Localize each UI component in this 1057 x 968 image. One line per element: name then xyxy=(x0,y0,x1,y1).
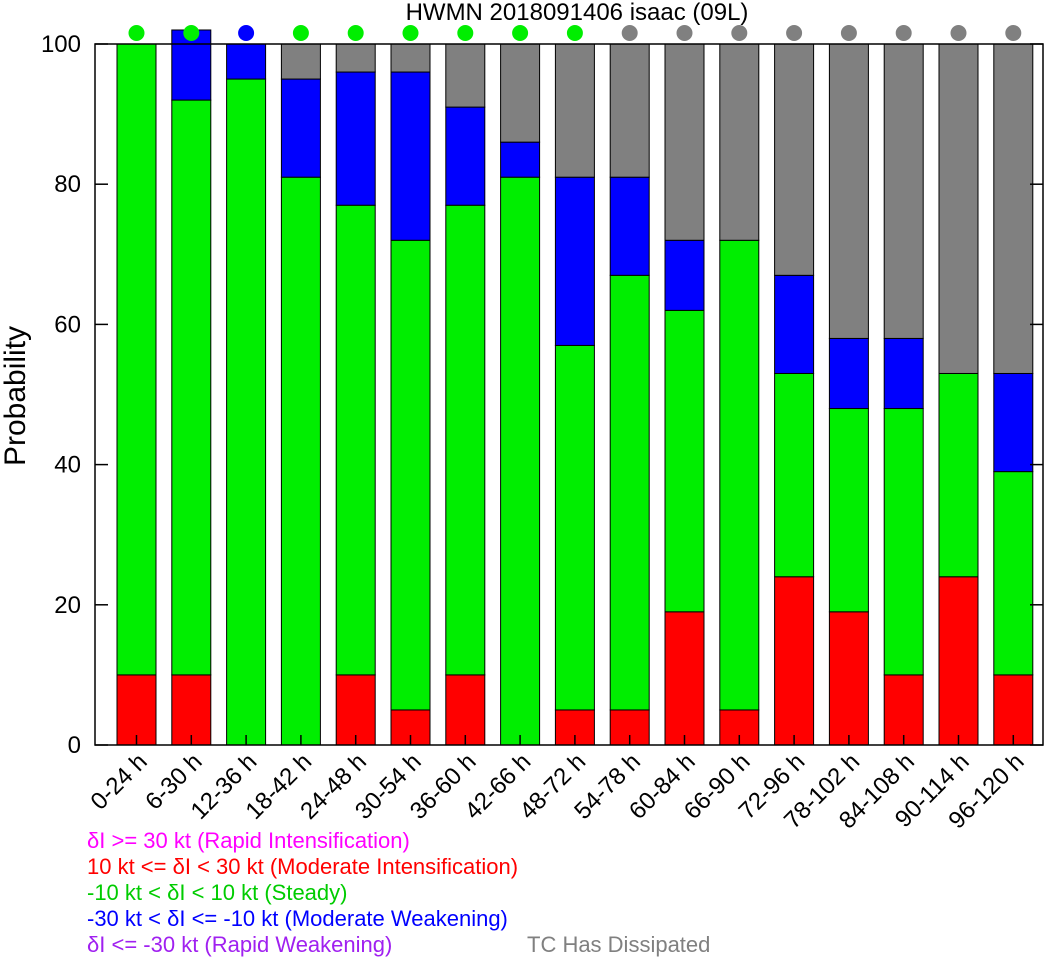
plot-frame xyxy=(94,43,1044,746)
chart-title: HWMN 2018091406 isaac (09L) xyxy=(406,0,749,26)
bar-segment xyxy=(554,344,595,711)
bar-segment xyxy=(609,274,650,711)
y-tick-label: 60 xyxy=(54,311,81,338)
bar-segment xyxy=(719,239,760,711)
bar-segment xyxy=(280,176,321,746)
y-axis-label: Probability xyxy=(0,326,32,466)
bar-segment xyxy=(226,78,267,746)
top-dots-group xyxy=(128,25,1022,41)
status-dot xyxy=(950,25,967,41)
status-dot xyxy=(621,25,638,41)
bar-segment xyxy=(938,43,979,374)
bar-segment xyxy=(993,674,1034,746)
y-tick-label: 80 xyxy=(54,171,81,198)
bar-segment xyxy=(774,43,815,276)
legend-steady: -10 kt < δI < 10 kt (Steady) xyxy=(87,880,348,905)
status-dot xyxy=(292,25,309,41)
legend-dissipated: TC Has Dissipated xyxy=(527,932,711,957)
x-tick-labels: 0-24 h6-30 h12-36 h18-42 h24-48 h30-54 h… xyxy=(86,748,1030,834)
bar-segment xyxy=(938,372,979,578)
bar-segment xyxy=(993,372,1034,473)
bar-segment xyxy=(719,43,760,241)
bar-segment xyxy=(554,43,595,178)
bar-segment xyxy=(280,78,321,178)
bar-segment xyxy=(445,204,486,676)
y-tick-labels: 0 20 40 60 80 100 xyxy=(41,31,81,759)
status-dot xyxy=(183,25,200,41)
bar-segment xyxy=(335,674,376,746)
bar-segment xyxy=(993,43,1034,374)
bar-segment xyxy=(609,176,650,276)
bar-segment xyxy=(993,471,1034,676)
bar-segment xyxy=(171,99,212,676)
bar-segment xyxy=(390,71,431,241)
bar-segment xyxy=(774,274,815,374)
bar-segment xyxy=(664,43,705,241)
bar-segment xyxy=(500,176,541,746)
bar-segment xyxy=(335,43,376,73)
status-dot xyxy=(566,25,583,41)
y-tick-label: 100 xyxy=(41,31,81,58)
bar-segment xyxy=(609,43,650,178)
bar-segment xyxy=(664,239,705,311)
bar-segment xyxy=(554,176,595,346)
bar-segment xyxy=(828,408,869,613)
bar-segment xyxy=(116,674,157,746)
legend-moderate-weakening: -30 kt < δI <= -10 kt (Moderate Weakenin… xyxy=(87,906,508,931)
bar-segment xyxy=(390,239,431,711)
status-dot xyxy=(731,25,748,41)
bar-segment xyxy=(500,43,541,143)
status-dot xyxy=(676,25,693,41)
bar-segment xyxy=(280,43,321,80)
y-tick-label: 0 xyxy=(68,732,81,759)
bar-segment xyxy=(445,43,486,108)
bar-segment xyxy=(883,43,924,339)
bar-segment xyxy=(828,611,869,746)
bar-segment xyxy=(445,106,486,206)
bars-group xyxy=(116,29,1034,746)
bar-segment xyxy=(664,309,705,613)
bar-segment xyxy=(335,204,376,676)
bar-segment xyxy=(445,674,486,746)
bar-segment xyxy=(883,408,924,676)
status-dot xyxy=(457,25,474,41)
status-dot xyxy=(347,25,364,41)
legend: δI >= 30 kt (Rapid Intensification) 10 k… xyxy=(87,828,518,958)
status-dot xyxy=(1005,25,1022,41)
bar-segment xyxy=(774,576,815,746)
bar-segment xyxy=(938,576,979,746)
x-tick-label: 0-24 h xyxy=(86,748,153,815)
legend-rapid-weakening: δI <= -30 kt (Rapid Weakening) xyxy=(87,932,393,957)
bar-segment xyxy=(828,337,869,410)
legend-moderate-intensification: 10 kt <= δI < 30 kt (Moderate Intensific… xyxy=(87,854,519,879)
bar-segment xyxy=(390,43,431,73)
y-tick-label: 20 xyxy=(54,592,81,619)
bar-segment xyxy=(883,674,924,746)
axes-group xyxy=(94,43,1044,746)
bar-segment xyxy=(171,29,212,101)
bar-segment xyxy=(883,337,924,410)
bar-segment xyxy=(828,43,869,339)
status-dot xyxy=(512,25,529,41)
bar-segment xyxy=(335,71,376,206)
bar-segment xyxy=(171,674,212,746)
status-dot xyxy=(128,25,145,41)
legend-rapid-intensification: δI >= 30 kt (Rapid Intensification) xyxy=(87,828,410,853)
y-tick-label: 40 xyxy=(54,452,81,479)
status-dot xyxy=(238,25,255,41)
bar-segment xyxy=(774,372,815,578)
bar-segment xyxy=(226,43,267,80)
status-dot xyxy=(786,25,803,41)
bar-segment xyxy=(116,43,157,676)
status-dot xyxy=(895,25,912,41)
status-dot xyxy=(840,25,857,41)
bar-segment xyxy=(500,141,541,178)
bar-segment xyxy=(664,611,705,746)
status-dot xyxy=(402,25,419,41)
